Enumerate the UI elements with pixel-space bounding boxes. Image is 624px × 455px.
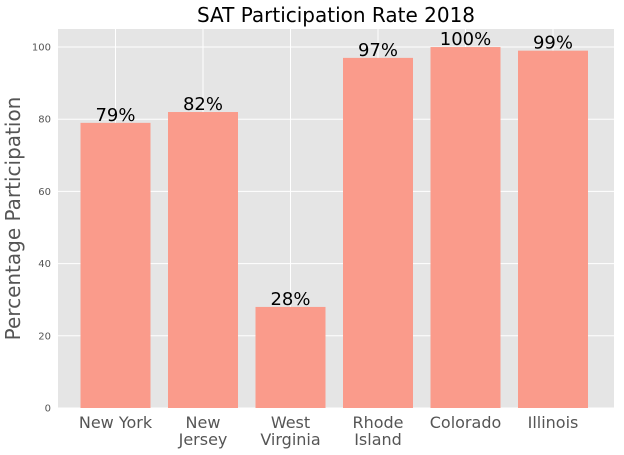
y-tick-label: 100 bbox=[32, 43, 51, 54]
x-tick-label: Illinois bbox=[528, 413, 579, 432]
x-axis-ticks: New York New Jersey West Virginia Rhode Island… bbox=[79, 413, 579, 449]
y-axis-label: Percentage Participation bbox=[1, 97, 25, 341]
bar bbox=[255, 306, 326, 408]
y-axis-ticks: 0 20 40 60 80 100 bbox=[32, 43, 51, 415]
bar bbox=[168, 112, 238, 409]
bar bbox=[518, 50, 588, 409]
bar-data-label: 79% bbox=[95, 105, 135, 126]
y-tick-label: 40 bbox=[38, 259, 51, 270]
bar-labels: 79% 82% 28% 97% 100% 99% bbox=[95, 29, 573, 310]
y-tick-label: 60 bbox=[38, 187, 51, 198]
bars bbox=[80, 47, 588, 409]
y-tick-label: 0 bbox=[45, 404, 51, 415]
x-tick-label: New Jersey bbox=[178, 413, 228, 449]
bar bbox=[430, 47, 501, 409]
bar-data-label: 97% bbox=[358, 40, 398, 61]
bar-data-label: 28% bbox=[270, 289, 310, 310]
x-tick-label: West Virginia bbox=[260, 413, 320, 449]
y-tick-label: 20 bbox=[38, 331, 51, 342]
chart-title: SAT Participation Rate 2018 bbox=[197, 3, 475, 27]
x-tick-label: New York bbox=[79, 413, 153, 432]
bar-data-label: 82% bbox=[183, 94, 223, 115]
bar-data-label: 99% bbox=[533, 33, 573, 54]
y-tick-label: 80 bbox=[38, 115, 51, 126]
bar bbox=[343, 57, 413, 408]
bar bbox=[80, 122, 151, 408]
x-tick-label: Colorado bbox=[430, 413, 502, 432]
x-tick-label: Rhode Island bbox=[352, 413, 403, 449]
bar-data-label: 100% bbox=[440, 29, 491, 50]
